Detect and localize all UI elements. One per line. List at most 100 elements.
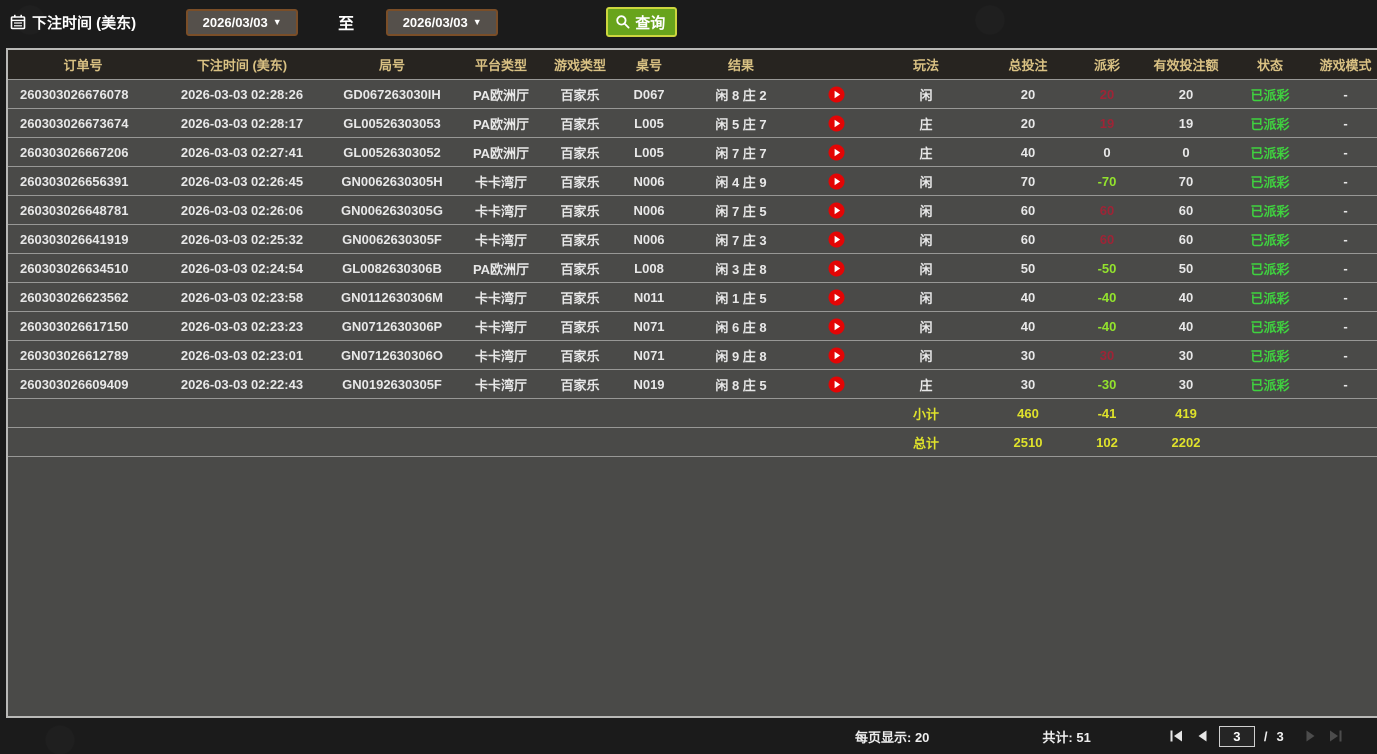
cell-side: 闲	[919, 174, 933, 190]
cell-platform: PA欧洲厅	[472, 261, 530, 277]
play-icon[interactable]	[828, 289, 845, 306]
result-cell	[800, 172, 872, 190]
play-icon[interactable]	[828, 86, 845, 103]
cell-valid: 20	[1178, 86, 1194, 102]
result-cell	[800, 201, 872, 219]
cell-bet: 30	[1020, 347, 1036, 363]
play-icon[interactable]	[828, 318, 845, 335]
cell-side: 闲	[919, 203, 933, 219]
date-to-select[interactable]: 2026/03/03 ▼	[386, 8, 499, 36]
play-icon[interactable]	[828, 231, 845, 248]
cell-platform: PA欧洲厅	[472, 145, 530, 161]
column-header: 结果	[727, 58, 754, 73]
cell-side: 闲	[919, 319, 933, 335]
result-cell	[800, 143, 872, 161]
cell-platform: 卡卡湾厅	[474, 232, 527, 248]
cell-bet: 20	[1020, 115, 1036, 131]
play-icon[interactable]	[828, 173, 845, 190]
cell-round: GL0082630306B	[342, 260, 442, 276]
cell-order: 260303026623562	[20, 289, 129, 305]
date-from-value: 2026/03/03	[202, 14, 268, 30]
cell-round: GD067263030IH	[343, 86, 441, 102]
subtotal-bet: 460	[1017, 405, 1039, 421]
cell-order: 260303026641919	[20, 231, 129, 247]
cell-round: GN0062630305H	[341, 173, 443, 189]
cell-valid: 30	[1178, 376, 1194, 392]
table-row: 260303026656391 2026-03-03 02:26:45 GN0062…	[8, 167, 1377, 196]
cell-round: GN0192630305F	[342, 376, 442, 392]
cell-result: 闲 5 庄 7	[715, 116, 767, 132]
cell-bet: 40	[1020, 289, 1036, 305]
cell-platform: 卡卡湾厅	[474, 377, 527, 393]
cell-time: 2026-03-03 02:23:58	[180, 289, 304, 305]
cell-time: 2026-03-03 02:23:23	[180, 318, 304, 334]
cell-time: 2026-03-03 02:24:54	[180, 260, 304, 276]
cell-side: 闲	[919, 348, 933, 364]
cell-platform: 卡卡湾厅	[474, 319, 527, 335]
cell-table_no: N071	[633, 347, 665, 363]
cell-platform: PA欧洲厅	[472, 116, 530, 132]
cell-valid: 19	[1178, 115, 1194, 131]
play-icon[interactable]	[828, 202, 845, 219]
pager-controls: / 3	[1169, 725, 1344, 747]
per-page-label: 每页显示: 20	[855, 729, 930, 745]
result-cell	[800, 85, 872, 103]
result-cell	[800, 288, 872, 306]
cell-round: GN0062630305F	[342, 231, 442, 247]
page-number-input[interactable]	[1218, 725, 1255, 747]
cell-result: 闲 7 庄 7	[715, 145, 767, 161]
cell-payout: 19	[1099, 115, 1115, 131]
cell-round: GN0712630306P	[341, 318, 443, 334]
date-from-select[interactable]: 2026/03/03 ▼	[186, 8, 299, 36]
play-icon[interactable]	[828, 260, 845, 277]
next-page-icon[interactable]	[1303, 729, 1319, 743]
cell-table_no: N006	[633, 231, 665, 247]
first-page-icon[interactable]	[1169, 729, 1185, 743]
play-icon[interactable]	[828, 144, 845, 161]
column-header: 局号	[378, 58, 405, 73]
table-row: 260303026641919 2026-03-03 02:25:32 GN0062…	[8, 225, 1377, 254]
cell-status: 已派彩	[1250, 290, 1290, 306]
cell-table_no: D067	[633, 86, 665, 102]
column-header: 派彩	[1093, 58, 1120, 73]
cell-bet: 60	[1020, 231, 1036, 247]
pagination-bar: 每页显示: 20 共计: 51 / 3	[0, 718, 1377, 754]
cell-mode: -	[1343, 202, 1348, 218]
last-page-icon[interactable]	[1328, 729, 1344, 743]
cell-bet: 40	[1020, 318, 1036, 334]
search-button[interactable]: 查询	[606, 7, 678, 37]
result-cell	[800, 230, 872, 248]
play-icon[interactable]	[828, 115, 845, 132]
cell-valid: 60	[1178, 202, 1194, 218]
column-header: 总投注	[1008, 58, 1048, 73]
cell-time: 2026-03-03 02:27:41	[180, 144, 304, 160]
cell-platform: 卡卡湾厅	[474, 174, 527, 190]
play-icon[interactable]	[828, 376, 845, 393]
to-label: 至	[338, 16, 355, 33]
table-row: 260303026648781 2026-03-03 02:26:06 GN0062…	[8, 196, 1377, 225]
total-bet: 2510	[1013, 434, 1043, 450]
table-header-row: 订单号 下注时间 (美东) 局号 平台类型 游戏类型 桌号 结果 玩法 总投注 派彩 有效投注额 状态…	[8, 50, 1377, 80]
filter-toolbar: 下注时间 (美东) 2026/03/03 ▼ 至 2026/03/03 ▼ 查询	[0, 0, 1377, 44]
cell-payout: -40	[1097, 318, 1117, 334]
cell-mode: -	[1343, 260, 1348, 276]
cell-round: GN0062630305G	[341, 202, 443, 218]
cell-valid: 40	[1178, 289, 1194, 305]
cell-game: 百家乐	[560, 348, 600, 364]
cell-table_no: N019	[633, 376, 665, 392]
search-icon	[615, 14, 631, 30]
cell-mode: -	[1343, 347, 1348, 363]
cell-table_no: N006	[633, 202, 665, 218]
cell-game: 百家乐	[560, 290, 600, 306]
cell-mode: -	[1343, 144, 1348, 160]
cell-side: 闲	[919, 232, 933, 248]
cell-bet: 30	[1020, 376, 1036, 392]
cell-round: GN0712630306O	[341, 347, 443, 363]
cell-platform: 卡卡湾厅	[474, 290, 527, 306]
prev-page-icon[interactable]	[1194, 729, 1210, 743]
cell-order: 260303026634510	[20, 260, 129, 276]
play-icon[interactable]	[828, 347, 845, 364]
result-cell	[800, 375, 872, 393]
table-row: 260303026609409 2026-03-03 02:22:43 GN0192…	[8, 370, 1377, 399]
cell-order: 260303026609409	[20, 376, 129, 392]
